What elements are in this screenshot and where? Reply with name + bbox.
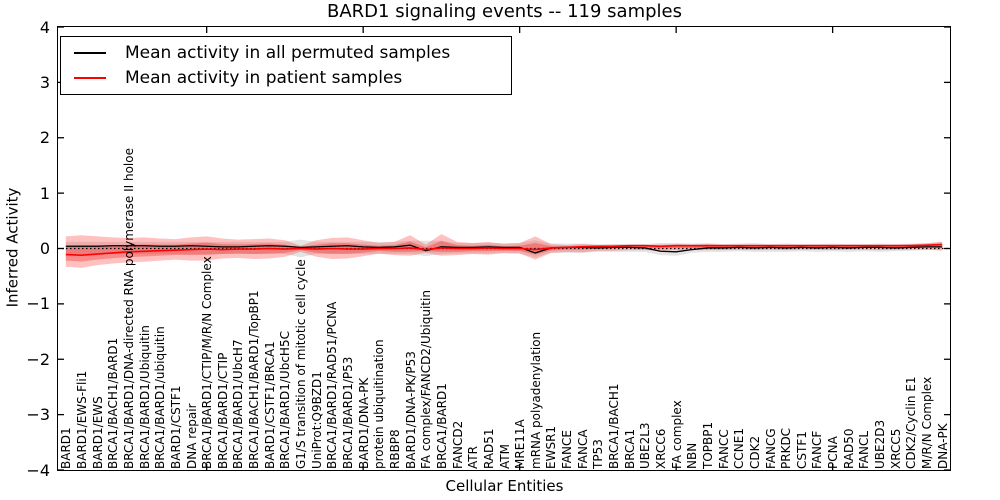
x-tick-label: BRCA1/BARD1/CTIP/M/R/N Complex [200, 256, 215, 469]
x-tick-label: mRNA polyadenylation [528, 331, 543, 469]
x-tick-label: protein ubiquitination [372, 339, 387, 469]
x-tick-label: TOPBP1 [700, 421, 715, 469]
y-tick-label: −1 [26, 294, 50, 314]
x-tick-label: BRCA1/BARD1/RAD51/PCNA [325, 301, 340, 469]
patient-mean-line [65, 243, 943, 256]
legend-entry-patient: Mean activity in patient samples [74, 68, 511, 88]
legend: Mean activity in all permuted samples Me… [60, 36, 512, 95]
figure-title: BARD1 signaling events -- 119 samples [327, 1, 682, 22]
x-tick-label: BRCA1/BARD1/UbcH7 [231, 339, 246, 469]
x-tick-label: NBN [685, 442, 700, 469]
x-tick-label: BRCA1/BACH1 [607, 383, 622, 469]
x-axis-label: Cellular Entities [445, 477, 564, 495]
x-tick-label: UBE2D3 [873, 419, 888, 469]
y-tick-label: 2 [39, 128, 50, 148]
x-tick-label: BRCA1/BARD1/CTIP [215, 352, 230, 469]
plot-area [57, 26, 951, 471]
legend-patient-label: Mean activity in patient samples [125, 68, 403, 89]
x-tick-label: ATR [466, 446, 481, 469]
legend-entry-permuted: Mean activity in all permuted samples [74, 43, 511, 63]
x-tick-label: EWSR1 [544, 425, 559, 469]
x-tick-label: M/R/N Complex [920, 376, 935, 469]
legend-permuted-label: Mean activity in all permuted samples [125, 42, 451, 63]
x-tick-label: BRCA1/BARD1 [434, 383, 449, 469]
x-tick-label: MRE11A [513, 419, 528, 469]
x-tick-label: BRCA1/BACH1/BARD1 [106, 337, 121, 469]
x-tick-label: FA complex/FANCD2/Ubiquitin [419, 290, 434, 469]
x-tick-label: BRCA1/BACH1/BARD1/TopBP1 [247, 290, 262, 469]
x-tick-label: FANCG [763, 428, 778, 469]
y-tick-label: 3 [39, 72, 50, 92]
x-tick-label: BRCA1/BARD1/UbcH5C [278, 331, 293, 469]
permuted-mean-line [65, 244, 943, 254]
x-tick-label: RAD50 [841, 428, 856, 469]
x-tick-label: BRCA1/BARD1/Ubiquitin [137, 325, 152, 469]
y-tick-label: 0 [39, 239, 50, 258]
x-tick-label: FANCL [857, 430, 872, 469]
x-tick-label: BARD1 [59, 427, 74, 469]
x-tick-label: DNA repair [184, 403, 199, 469]
plot-canvas [58, 27, 950, 470]
x-tick-label: BARD1/CSTF1 [168, 385, 183, 469]
x-tick-label: UBE2L3 [638, 422, 653, 469]
x-tick-label: DNA-PK [935, 423, 950, 469]
x-tick-label: BRCA1/BARD1/DNA-directed RNA polymerase … [121, 148, 136, 469]
x-tick-label: G1/S transition of mitotic cell cycle [294, 259, 309, 469]
x-tick-label: TP53 [591, 439, 606, 469]
x-tick-label: FANCD2 [450, 420, 465, 469]
x-tick-label: FANCC [716, 429, 731, 469]
x-tick-label: FA complex [669, 400, 684, 469]
x-tick-label: BARD1/CSTF1/BRCA1 [262, 341, 277, 469]
x-tick-label: FANCF [810, 430, 825, 469]
x-tick-label: BRCA1 [622, 428, 637, 469]
x-tick-label: ATM [497, 444, 512, 469]
x-tick-label: CDK2 [747, 435, 762, 469]
y-tick-label: −4 [26, 460, 50, 480]
y-tick-label: 1 [39, 183, 50, 203]
legend-patient-line-swatch [74, 77, 106, 80]
x-tick-label: RBBP8 [387, 429, 402, 469]
y-tick-label: −2 [26, 349, 50, 369]
x-tick-label: FANCA [575, 429, 590, 469]
x-tick-label: BARD1/DNA-PK [356, 377, 371, 469]
x-tick-label: CSTF1 [794, 431, 809, 469]
x-tick-label: BRCA1/BARD1/ubiquitin [153, 326, 168, 469]
x-tick-label: BRCA1/BARD1/P53 [341, 356, 355, 469]
x-tick-label: XRCC5 [888, 428, 903, 469]
x-tick-label: FANCE [560, 430, 575, 469]
x-tick-label: BARD1/EWS-Fli1 [74, 370, 89, 469]
x-tick-label: RAD51 [481, 428, 496, 469]
x-tick-label: XRCC6 [653, 428, 668, 469]
x-tick-label: PRKDC [779, 427, 794, 469]
x-tick-label: UniProt:Q9BZD1 [309, 371, 324, 469]
legend-permuted-line-swatch [74, 51, 106, 54]
y-tick-label: 4 [39, 17, 50, 37]
x-tick-label: BARD1/EWS [90, 396, 105, 469]
y-tick-label: −3 [26, 405, 50, 425]
x-tick-label: BARD1/DNA-PK/P53 [403, 351, 418, 469]
x-tick-label: CDK2/Cyclin E1 [904, 376, 919, 469]
x-tick-label: PCNA [826, 436, 841, 469]
x-tick-label: CCNE1 [732, 428, 747, 469]
patient-std-band [65, 234, 943, 268]
